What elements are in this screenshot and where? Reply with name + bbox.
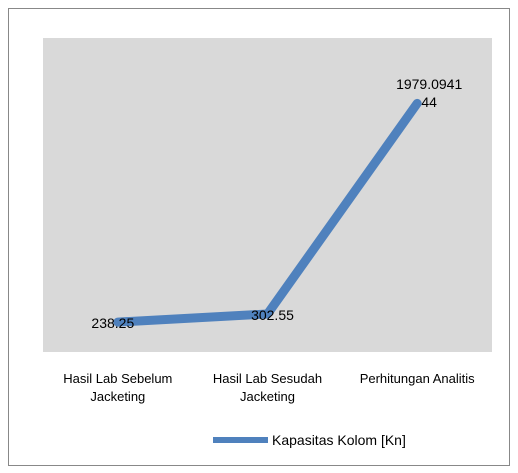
x-tick-label: Perhitungan Analitis: [359, 371, 475, 386]
legend-label: Kapasitas Kolom [Kn]: [272, 432, 406, 448]
data-label: 1979.094144: [396, 76, 463, 111]
plot-area: [43, 38, 492, 352]
x-tick-label: Hasil Lab Sesudah Jacketing: [212, 371, 323, 404]
x-tick-label: Hasil Lab Sebelum Jacketing: [63, 371, 173, 404]
data-label: 302.55: [251, 306, 294, 323]
data-line: [113, 98, 422, 327]
data-label: 238.25: [91, 315, 135, 332]
